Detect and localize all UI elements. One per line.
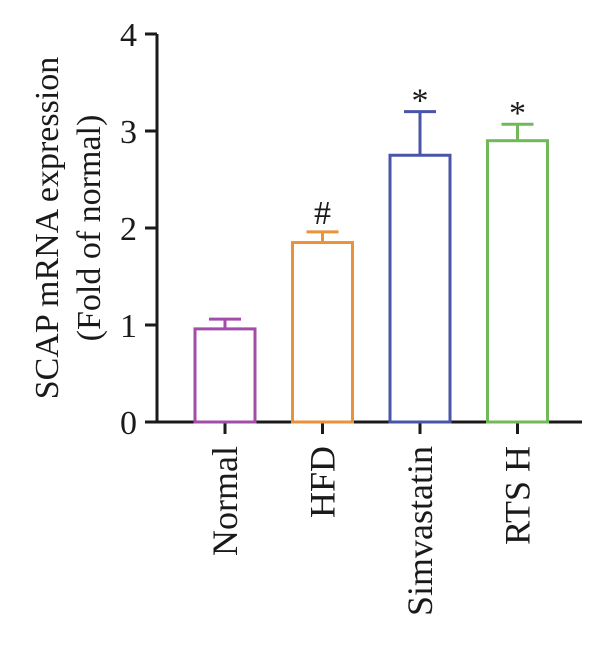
y-axis: 0 1 2 3 4 bbox=[120, 17, 159, 442]
bar-2 bbox=[388, 153, 452, 424]
category-label-2: Simvastatin bbox=[400, 446, 440, 616]
bar-0 bbox=[193, 327, 257, 424]
bar-group-1: # bbox=[291, 195, 354, 424]
y-tick-label-4: 4 bbox=[120, 17, 137, 54]
bar-group-2: * bbox=[388, 83, 452, 424]
category-labels: Normal HFD Simvastatin RTS H bbox=[205, 446, 538, 616]
y-tick-label-3: 3 bbox=[120, 114, 137, 151]
bar-group-0 bbox=[193, 317, 257, 424]
bar-group-3: * bbox=[486, 95, 549, 424]
y-axis-label: SCAP mRNA expression (Fold of normal) bbox=[29, 57, 108, 400]
y-tick-label-2: 2 bbox=[120, 211, 137, 248]
bars: # * * bbox=[193, 83, 549, 424]
y-tick-label-0: 0 bbox=[120, 405, 137, 442]
y-axis-label-line-1: SCAP mRNA expression bbox=[29, 57, 66, 400]
category-label-1: HFD bbox=[303, 446, 343, 518]
bar-3 bbox=[486, 139, 549, 424]
significance-marker-2: * bbox=[412, 83, 429, 120]
significance-marker-1: # bbox=[314, 195, 331, 232]
x-axis bbox=[157, 420, 582, 434]
bar-1 bbox=[291, 241, 354, 424]
significance-marker-3: * bbox=[509, 95, 526, 132]
y-axis-label-line-2: (Fold of normal) bbox=[71, 115, 108, 342]
y-tick-label-1: 1 bbox=[120, 308, 137, 345]
category-label-3: RTS H bbox=[498, 446, 538, 545]
category-label-0: Normal bbox=[205, 446, 245, 556]
